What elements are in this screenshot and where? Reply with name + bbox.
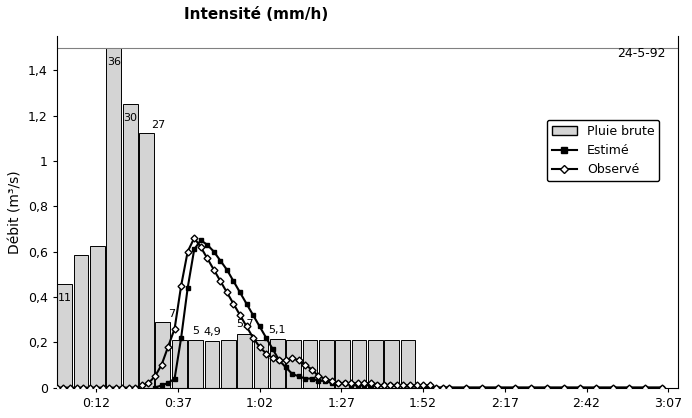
Bar <box>401 340 415 387</box>
Bar <box>188 340 203 387</box>
Bar <box>286 340 301 387</box>
Bar <box>336 340 350 387</box>
Bar <box>270 339 284 387</box>
Bar <box>90 246 104 387</box>
Bar <box>352 340 366 387</box>
Bar <box>122 104 138 387</box>
Bar <box>205 342 219 387</box>
Text: 5,1: 5,1 <box>268 325 286 335</box>
Bar <box>156 321 170 387</box>
Bar <box>74 255 89 387</box>
Text: Intensité (mm/h): Intensité (mm/h) <box>183 7 328 22</box>
Y-axis label: Débit (m³/s): Débit (m³/s) <box>8 170 22 254</box>
Bar <box>139 133 154 387</box>
Text: 36: 36 <box>107 56 121 66</box>
Text: 4,9: 4,9 <box>203 327 221 337</box>
Text: 30: 30 <box>123 113 137 123</box>
Bar <box>107 48 121 387</box>
Bar <box>302 340 318 387</box>
Text: 11: 11 <box>57 293 72 303</box>
Bar <box>221 340 235 387</box>
Bar <box>384 340 399 387</box>
Bar <box>172 340 187 387</box>
Bar <box>368 340 383 387</box>
Bar <box>253 340 268 387</box>
Bar <box>319 340 334 387</box>
Text: 27: 27 <box>152 120 165 130</box>
Text: 24-5-92: 24-5-92 <box>617 47 666 60</box>
Bar <box>57 284 72 387</box>
Text: 7: 7 <box>167 309 175 319</box>
Legend: Pluie brute, Estimé, Observé: Pluie brute, Estimé, Observé <box>547 120 659 181</box>
Bar <box>237 334 252 387</box>
Text: 5,7: 5,7 <box>236 319 253 329</box>
Text: 5: 5 <box>192 326 199 336</box>
